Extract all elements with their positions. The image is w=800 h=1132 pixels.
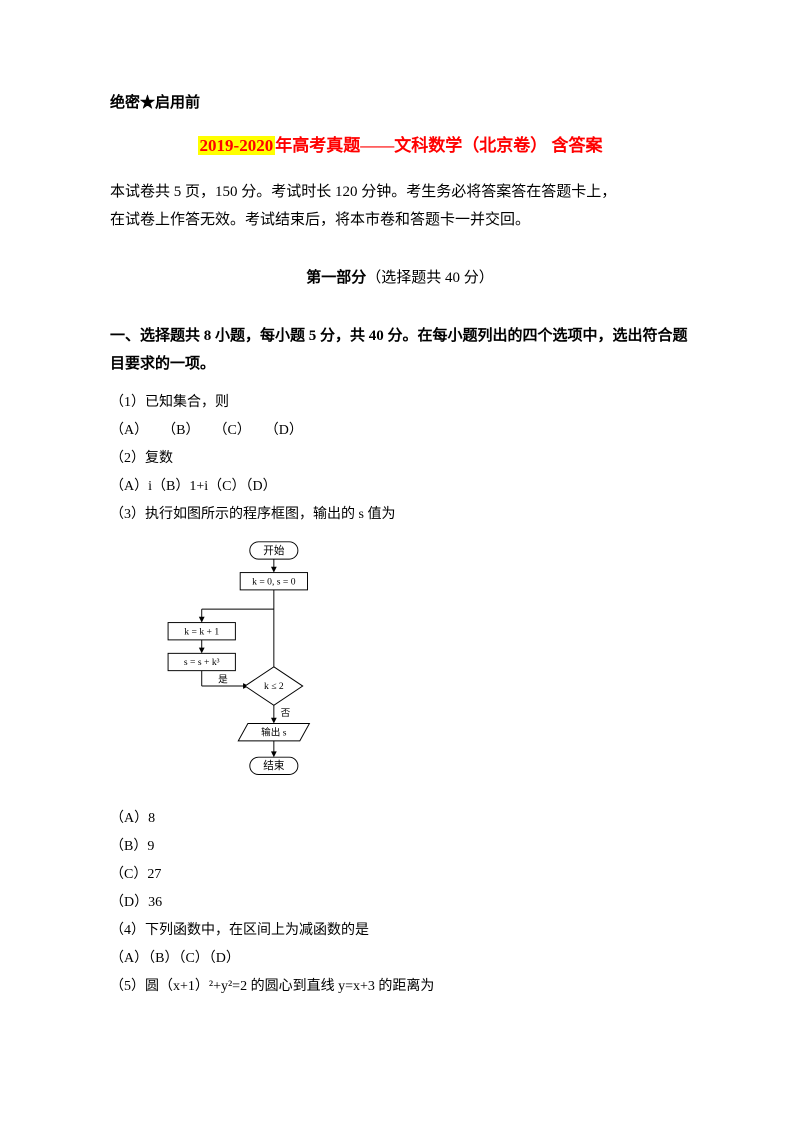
- flow-assign1-label: k = k + 1: [184, 626, 219, 637]
- q2-stem: （2）复数: [110, 445, 690, 473]
- flow-init-label: k = 0, s = 0: [252, 576, 296, 587]
- top-secret-label: 绝密★启用前: [110, 90, 690, 117]
- title-year-highlight: 2019-2020: [198, 136, 276, 155]
- flow-yes-label: 是: [218, 674, 228, 685]
- section-1-subtitle: （选择题共 40 分）: [366, 270, 494, 286]
- q1-stem: （1）已知集合，则: [110, 389, 690, 417]
- flowchart-figure: 开始 k = 0, s = 0 k = k + 1 s = s + k³ 是 k…: [140, 537, 690, 797]
- intro-line-2: 在试卷上作答无效。考试结束后，将本市卷和答题卡一并交回。: [110, 206, 690, 235]
- section-1-title: 第一部分: [306, 270, 366, 286]
- q3-option-d: （D）36: [110, 889, 690, 917]
- section-1-header: 第一部分（选择题共 40 分）: [110, 265, 690, 292]
- flow-no-label: 否: [281, 708, 291, 719]
- q5-stem: （5）圆（x+1）²+y²=2 的圆心到直线 y=x+3 的距离为: [110, 973, 690, 1001]
- q2-options: （A）i（B）1+i（C）（D）: [110, 473, 690, 501]
- q3-option-a: （A）8: [110, 805, 690, 833]
- flowchart-svg: 开始 k = 0, s = 0 k = k + 1 s = s + k³ 是 k…: [140, 537, 350, 787]
- q3-option-c: （C）27: [110, 861, 690, 889]
- flow-end-label: 结束: [263, 759, 285, 772]
- intro-line-1: 本试卷共 5 页，150 分。考试时长 120 分钟。考生务必将答案答在答题卡上…: [110, 178, 690, 207]
- flow-decision-label: k ≤ 2: [264, 681, 284, 692]
- choice-instruction: 一、选择题共 8 小题，每小题 5 分，共 40 分。在每小题列出的四个选项中，…: [110, 322, 690, 379]
- main-title: 2019-2020年高考真题——文科数学（北京卷） 含答案: [110, 131, 690, 162]
- q1-options: （A） （B） （C） （D）: [110, 417, 690, 445]
- flow-output-label: 输出 s: [261, 726, 287, 738]
- title-rest: 年高考真题——文科数学（北京卷） 含答案: [275, 136, 602, 155]
- q3-stem: （3）执行如图所示的程序框图，输出的 s 值为: [110, 501, 690, 529]
- q4-stem: （4）下列函数中，在区间上为减函数的是: [110, 917, 690, 945]
- q3-option-b: （B）9: [110, 833, 690, 861]
- intro-block: 本试卷共 5 页，150 分。考试时长 120 分钟。考生务必将答案答在答题卡上…: [110, 178, 690, 235]
- flow-start-label: 开始: [263, 543, 285, 556]
- flow-assign2-label: s = s + k³: [184, 657, 220, 668]
- q4-options: （A）（B）（C）（D）: [110, 945, 690, 973]
